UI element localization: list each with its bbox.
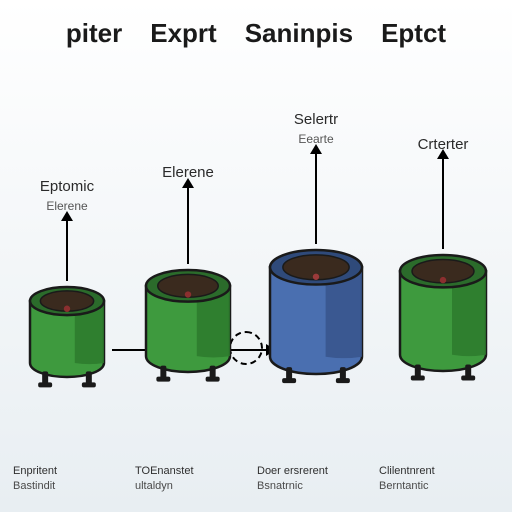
footer-row: Enpritent Bastindit TOEnanstet ultaldyn … <box>0 465 512 495</box>
diagram-area: EptomicElereneElereneSelertrEearteCrtert… <box>0 79 512 399</box>
footer-1-line2: Bastindit <box>13 480 133 494</box>
cylinder-icon <box>398 253 488 399</box>
footer-4-line1: Clilentnrent <box>379 465 499 479</box>
title-word-2: Exprt <box>150 18 216 49</box>
footer-item-4: Clilentnrent Berntantic <box>379 465 499 495</box>
transition-marker <box>229 331 263 365</box>
stage-2: Elerene <box>144 165 232 399</box>
footer-3-line2: Bsnatrnic <box>257 480 377 494</box>
footer-2-line1: TOEnanstet <box>135 465 255 479</box>
stage-1: EptomicElerene <box>28 179 106 404</box>
cylinder-icon <box>268 248 364 403</box>
stage-label: Eptomic <box>40 179 94 196</box>
cylinder-icon <box>28 285 106 403</box>
title-word-4: Eptct <box>381 18 446 49</box>
footer-3-line1: Doer ersrerent <box>257 465 377 479</box>
title-word-1: piter <box>66 18 122 49</box>
footer-2-line2: ultaldyn <box>135 480 255 494</box>
stage-3: SelertrEearte <box>268 112 364 404</box>
footer-item-3: Doer ersrerent Bsnatrnic <box>257 465 377 495</box>
stage-4: Crterter <box>398 137 488 400</box>
up-arrow-icon <box>442 157 444 249</box>
footer-item-2: TOEnanstet ultaldyn <box>135 465 255 495</box>
footer-item-1: Enpritent Bastindit <box>13 465 133 495</box>
footer-1-line1: Enpritent <box>13 465 133 479</box>
stage-label: Selertr <box>294 112 338 129</box>
cylinder-icon <box>144 268 232 400</box>
title-word-3: Saninpis <box>245 18 353 49</box>
footer-4-line2: Berntantic <box>379 480 499 494</box>
up-arrow-icon <box>315 152 317 244</box>
up-arrow-icon <box>66 219 68 281</box>
title-row: piter Exprt Saninpis Eptct <box>0 0 512 49</box>
up-arrow-icon <box>187 186 189 264</box>
